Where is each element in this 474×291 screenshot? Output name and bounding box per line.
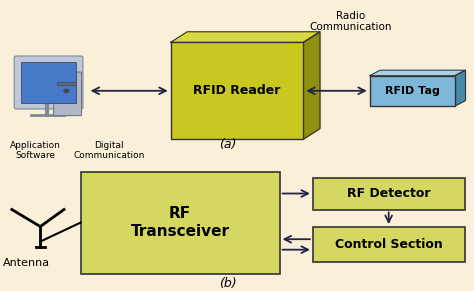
- Text: Antenna: Antenna: [2, 258, 50, 267]
- Text: RF Detector: RF Detector: [347, 187, 430, 200]
- FancyBboxPatch shape: [14, 56, 83, 109]
- Polygon shape: [303, 32, 320, 139]
- Text: RFID Reader: RFID Reader: [193, 84, 281, 97]
- Text: Control Section: Control Section: [335, 238, 443, 251]
- FancyBboxPatch shape: [57, 82, 76, 85]
- FancyBboxPatch shape: [21, 62, 76, 103]
- Text: Digital
Communication: Digital Communication: [73, 141, 145, 160]
- FancyBboxPatch shape: [81, 172, 280, 274]
- Text: (b): (b): [219, 276, 237, 290]
- Text: Radio
Communication: Radio Communication: [310, 10, 392, 32]
- Polygon shape: [455, 70, 465, 106]
- Text: Application
Software: Application Software: [10, 141, 61, 160]
- FancyBboxPatch shape: [313, 178, 465, 210]
- Circle shape: [64, 89, 69, 92]
- FancyBboxPatch shape: [54, 72, 82, 116]
- FancyBboxPatch shape: [171, 42, 303, 139]
- FancyBboxPatch shape: [313, 227, 465, 262]
- Polygon shape: [370, 70, 465, 76]
- Text: (a): (a): [219, 138, 236, 151]
- Text: RF
Transceiver: RF Transceiver: [131, 206, 229, 239]
- Polygon shape: [171, 32, 320, 42]
- FancyBboxPatch shape: [370, 76, 455, 106]
- Text: RFID Tag: RFID Tag: [385, 86, 440, 96]
